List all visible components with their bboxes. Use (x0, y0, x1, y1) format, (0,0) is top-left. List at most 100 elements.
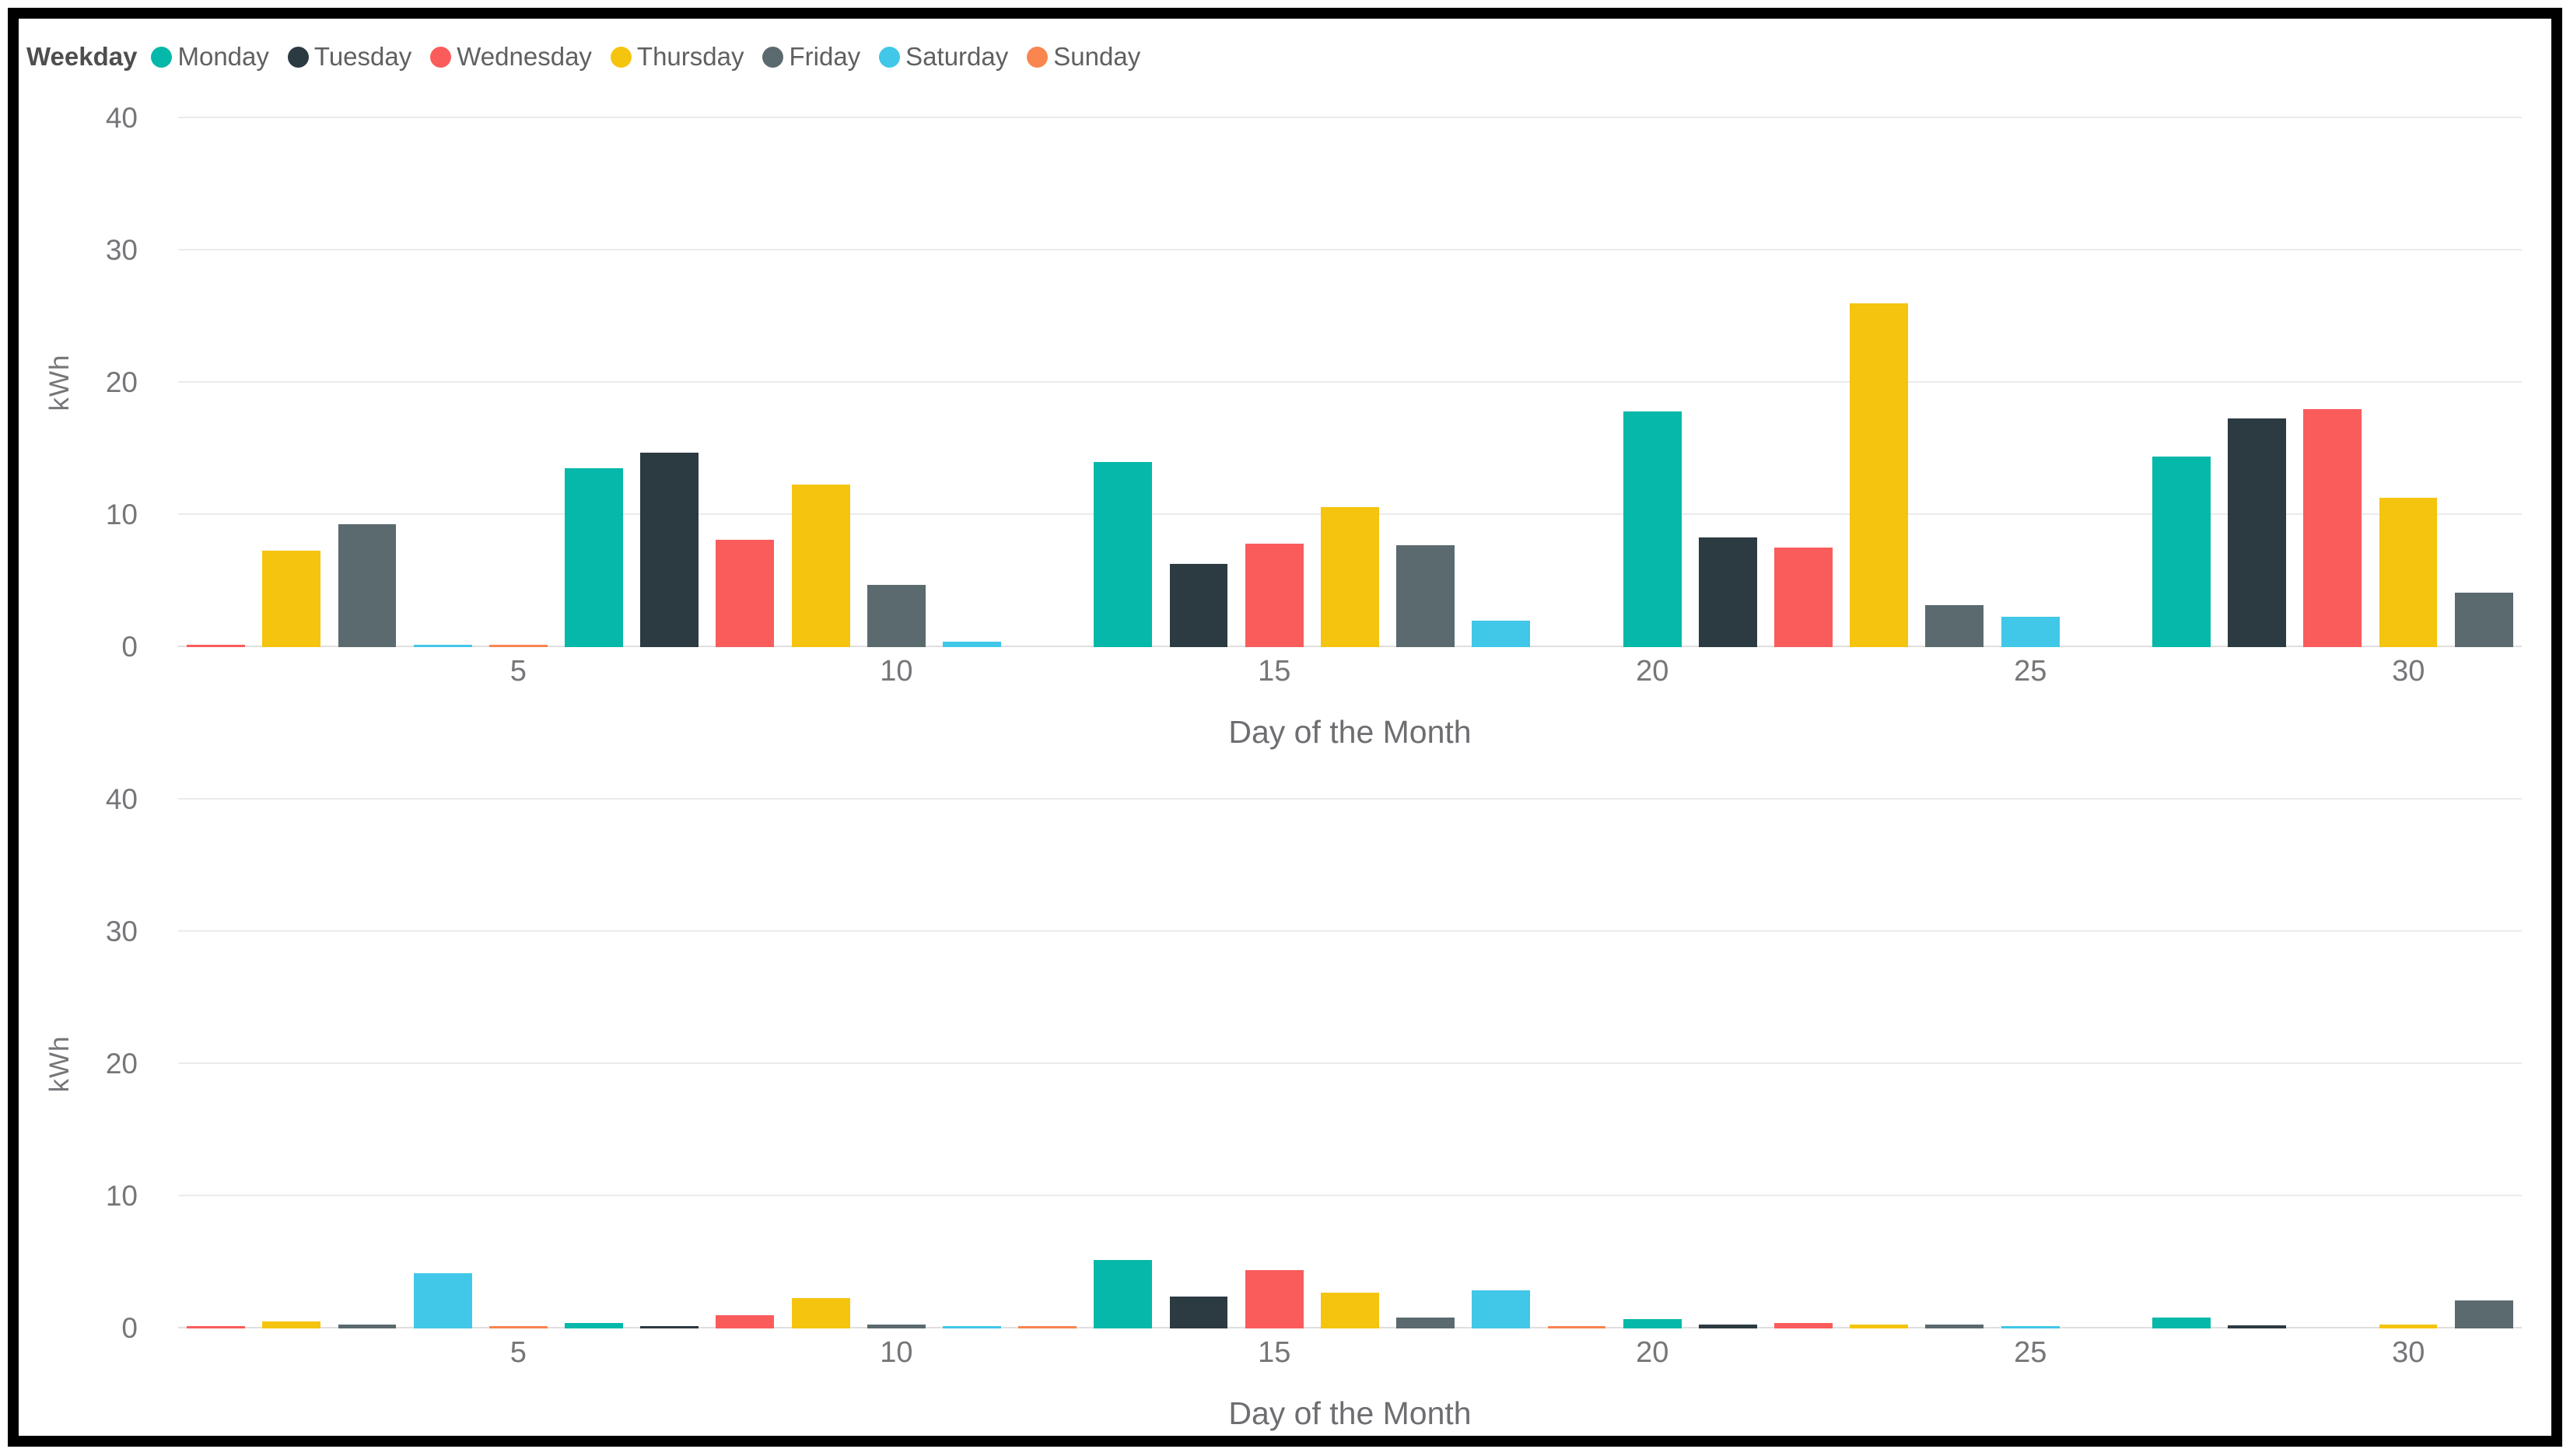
legend-item-label: Sunday (1053, 42, 1141, 71)
bar-day-3-friday[interactable] (338, 524, 397, 647)
legend-dot-sunday (1027, 46, 1049, 68)
legend-item-friday[interactable]: Friday (762, 42, 860, 72)
bar-day-8-wednesday[interactable] (716, 540, 775, 647)
bar-day-12-sunday[interactable] (1018, 1326, 1077, 1328)
day-slot-16 (1312, 118, 1388, 647)
bar-day-21-tuesday[interactable] (1698, 537, 1757, 647)
legend-dot-monday (151, 46, 173, 68)
bar-day-30-thursday[interactable] (2379, 1325, 2438, 1328)
x-tick-label-25: 25 (2014, 1336, 2047, 1369)
bar-day-14-tuesday[interactable] (1169, 564, 1228, 647)
x-axis-title-bottom: Day of the Month (1228, 1395, 1472, 1431)
bar-day-22-wednesday[interactable] (1774, 548, 1833, 647)
bar-day-17-friday[interactable] (1396, 545, 1455, 647)
legend-item-monday[interactable]: Monday (151, 42, 269, 72)
day-slot-20 (1615, 800, 1690, 1328)
bar-day-23-thursday[interactable] (1850, 1325, 1909, 1328)
bar-day-27-monday[interactable] (2152, 1318, 2211, 1328)
bar-day-31-friday[interactable] (2454, 1300, 2513, 1328)
legend-item-saturday[interactable]: Saturday (879, 42, 1008, 72)
bar-day-10-friday[interactable] (867, 585, 926, 647)
bar-day-6-monday[interactable] (565, 468, 623, 647)
bar-day-1-wednesday[interactable] (187, 1326, 245, 1328)
bar-day-18-saturday[interactable] (1472, 621, 1531, 647)
legend-item-thursday[interactable]: Thursday (610, 42, 744, 72)
x-tick-label-15: 15 (1258, 655, 1291, 688)
day-slot-18 (1463, 118, 1539, 647)
day-slot-5 (481, 118, 556, 647)
bar-day-17-friday[interactable] (1396, 1318, 1455, 1328)
bar-day-10-friday[interactable] (867, 1325, 926, 1328)
bar-day-18-saturday[interactable] (1472, 1290, 1531, 1328)
bars (178, 118, 2522, 647)
day-slot-25 (1993, 800, 2068, 1328)
bar-day-4-saturday[interactable] (413, 645, 472, 647)
bar-day-1-wednesday[interactable] (187, 645, 245, 647)
bar-day-25-saturday[interactable] (2001, 1326, 2060, 1328)
bar-day-19-sunday[interactable] (1547, 1326, 1606, 1328)
legend-item-sunday[interactable]: Sunday (1027, 42, 1140, 72)
bar-day-2-thursday[interactable] (262, 551, 321, 647)
legend-item-wednesday[interactable]: Wednesday (430, 42, 592, 72)
day-slot-12 (1010, 800, 1085, 1328)
day-slot-9 (783, 118, 859, 647)
bar-day-25-saturday[interactable] (2001, 617, 2060, 647)
day-slot-23 (1841, 800, 1917, 1328)
day-slot-19 (1539, 118, 1614, 647)
bar-day-4-saturday[interactable] (413, 1273, 472, 1328)
bar-day-29-wednesday[interactable] (2303, 409, 2362, 647)
bar-day-16-thursday[interactable] (1320, 1293, 1379, 1328)
bar-day-6-monday[interactable] (565, 1323, 623, 1328)
bar-day-7-tuesday[interactable] (640, 1326, 699, 1328)
bar-day-31-friday[interactable] (2454, 593, 2513, 647)
bar-day-22-wednesday[interactable] (1774, 1323, 1833, 1328)
bar-day-5-sunday[interactable] (488, 645, 548, 647)
day-slot-14 (1161, 800, 1236, 1328)
bar-day-27-monday[interactable] (2152, 457, 2211, 647)
day-slot-17 (1388, 800, 1463, 1328)
bar-day-9-thursday[interactable] (791, 1298, 850, 1328)
bar-day-15-wednesday[interactable] (1245, 1270, 1304, 1328)
legend-item-label: Saturday (905, 42, 1009, 71)
column-chart-top: kWh 0 10 20 30 40 5 10 15 20 25 30 Day of the Mon… (42, 103, 2531, 754)
gridline-20 (178, 1062, 2522, 1064)
x-tick-label-20: 20 (1636, 655, 1669, 688)
bar-day-13-monday[interactable] (1094, 462, 1153, 647)
bar-day-15-wednesday[interactable] (1245, 544, 1304, 647)
bar-day-23-thursday[interactable] (1850, 303, 1909, 647)
bar-day-14-tuesday[interactable] (1169, 1297, 1228, 1328)
bar-day-16-thursday[interactable] (1320, 507, 1379, 647)
x-axis-ticks-bottom: 5 10 15 20 25 30 (178, 1328, 2522, 1377)
bar-day-28-tuesday[interactable] (2228, 418, 2287, 647)
bar-day-24-friday[interactable] (1925, 605, 1984, 647)
day-slot-15 (1237, 800, 1312, 1328)
day-slot-22 (1766, 118, 1841, 647)
bar-day-3-friday[interactable] (338, 1325, 397, 1328)
x-tick-label-5: 5 (509, 655, 527, 688)
legend-item-tuesday[interactable]: Tuesday (287, 42, 411, 72)
day-slot-25 (1993, 118, 2068, 647)
bar-day-2-thursday[interactable] (262, 1321, 321, 1328)
bar-day-11-saturday[interactable] (943, 1326, 1001, 1328)
bar-day-20-monday[interactable] (1623, 1319, 1682, 1328)
bar-day-21-tuesday[interactable] (1698, 1325, 1757, 1328)
bar-day-20-monday[interactable] (1623, 411, 1682, 647)
day-slot-12 (1010, 118, 1085, 647)
bar-day-9-thursday[interactable] (791, 485, 850, 647)
bar-day-5-sunday[interactable] (488, 1326, 548, 1328)
bar-day-30-thursday[interactable] (2379, 498, 2438, 647)
bar-day-28-tuesday[interactable] (2228, 1325, 2287, 1328)
legend-item-label: Wednesday (457, 42, 592, 71)
day-slot-3 (329, 118, 404, 647)
day-slot-26 (2068, 118, 2144, 647)
legend: Weekday Monday Tuesday Wednesday Thursday Fr… (19, 20, 2551, 87)
bar-day-24-friday[interactable] (1925, 1325, 1984, 1328)
legend-item-label: Monday (177, 42, 269, 71)
bar-day-11-saturday[interactable] (943, 642, 1001, 647)
day-slot-5 (481, 800, 556, 1328)
bar-day-13-monday[interactable] (1094, 1260, 1153, 1328)
bar-day-7-tuesday[interactable] (640, 453, 699, 647)
day-slot-11 (934, 800, 1010, 1328)
bar-day-8-wednesday[interactable] (716, 1315, 775, 1328)
day-slot-23 (1841, 118, 1917, 647)
